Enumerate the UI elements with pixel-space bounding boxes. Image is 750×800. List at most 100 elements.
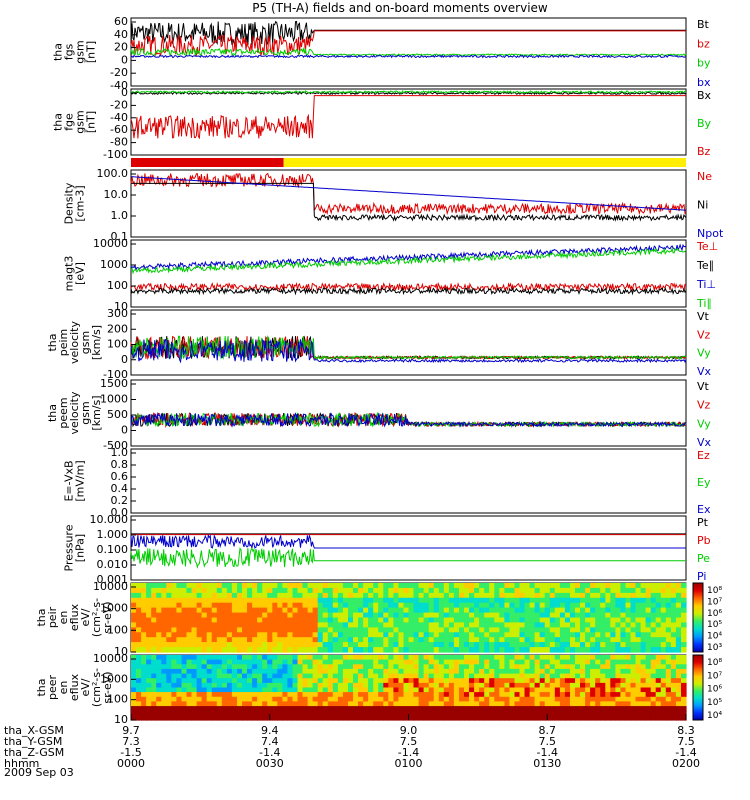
heatmap-cell — [242, 607, 248, 614]
heatmap-cell — [595, 622, 601, 628]
heatmap-cell — [534, 659, 541, 665]
heatmap-cell — [332, 587, 339, 594]
heatmap-cell — [221, 587, 228, 594]
heatmap-cell — [297, 692, 304, 698]
heatmap-cell — [332, 622, 339, 628]
heatmap-cell — [373, 664, 379, 670]
heatmap-cell — [575, 597, 581, 604]
heatmap-cell — [453, 637, 460, 643]
heatmap-cell — [378, 597, 384, 604]
heatmap-cell — [453, 692, 460, 698]
legend-Vt: Vt — [697, 380, 710, 393]
heatmap-cell — [267, 692, 273, 698]
heatmap-cell — [247, 664, 253, 670]
heatmap-cell — [681, 692, 687, 698]
heatmap-cell — [257, 696, 263, 702]
heatmap-cell — [660, 706, 667, 712]
heatmap-cell — [681, 682, 687, 689]
heatmap-cell — [600, 642, 606, 648]
heatmap-cell — [151, 678, 157, 684]
heatmap-cell — [161, 678, 167, 684]
heatmap-cell — [201, 673, 208, 679]
heatmap-cell — [277, 632, 283, 638]
heatmap-cell — [302, 583, 309, 589]
heatmap-cell — [383, 617, 389, 623]
heatmap-cell — [554, 701, 561, 707]
heatmap-cell — [146, 642, 152, 648]
heatmap-cell — [353, 637, 359, 643]
heatmap-cell — [665, 587, 672, 594]
heatmap-cell — [640, 642, 647, 648]
heatmap-cell — [247, 612, 253, 619]
heatmap-cell — [580, 637, 586, 643]
heatmap-cell — [332, 655, 339, 661]
heatmap-cell — [151, 692, 157, 698]
heatmap-cell — [564, 668, 571, 675]
heatmap-cell — [373, 607, 379, 614]
heatmap-cell — [620, 668, 626, 675]
heatmap-cell — [242, 612, 248, 619]
heatmap-cell — [474, 632, 480, 638]
heatmap-cell — [363, 583, 369, 589]
heatmap-cell — [418, 647, 425, 653]
heatmap-cell — [181, 642, 188, 648]
ytick-label: 1000 — [100, 672, 128, 685]
ylabel-line: sr-eV) — [101, 601, 114, 633]
heatmap-cell — [226, 673, 233, 679]
heatmap-cell — [332, 664, 339, 670]
heatmap-cell — [221, 655, 228, 661]
heatmap-cell — [237, 637, 243, 643]
heatmap-cell — [504, 642, 510, 648]
heatmap-cell — [363, 592, 369, 599]
heatmap-cell — [221, 678, 228, 684]
heatmap-cell — [544, 664, 551, 670]
heatmap-cell — [151, 617, 157, 623]
heatmap-cell — [514, 637, 521, 643]
heatmap-cell — [342, 701, 349, 707]
heatmap-cell — [277, 592, 283, 599]
heatmap-cell — [605, 597, 611, 604]
heatmap-cell — [570, 673, 576, 679]
heatmap-cell — [262, 706, 268, 712]
heatmap-cell — [479, 673, 485, 679]
heatmap-cell — [494, 627, 500, 633]
heatmap-cell — [237, 701, 243, 707]
xaxis-value: 0000 — [117, 757, 145, 770]
heatmap-cell — [287, 597, 293, 604]
heatmap-cell — [358, 673, 364, 679]
heatmap-cell — [327, 607, 334, 614]
ytick-label: 1000 — [100, 258, 128, 271]
heatmap-cell — [630, 682, 637, 689]
heatmap-cell — [610, 637, 616, 643]
heatmap-cell — [474, 706, 480, 712]
heatmap-cell — [524, 673, 531, 679]
heatmap-cell — [448, 710, 455, 716]
heatmap-cell — [428, 696, 435, 702]
heatmap-cell — [373, 612, 379, 619]
heatmap-cell — [388, 607, 394, 614]
heatmap-cell — [282, 632, 288, 638]
heatmap-cell — [595, 678, 601, 684]
heatmap-cell — [166, 617, 172, 623]
heatmap-cell — [625, 710, 632, 716]
heatmap-cell — [282, 668, 288, 675]
heatmap-cell — [418, 706, 425, 712]
heatmap-cell — [302, 696, 309, 702]
heatmap-cell — [307, 696, 314, 702]
heatmap-cell — [670, 692, 677, 698]
heatmap-cell — [312, 701, 319, 707]
heatmap-cell — [459, 632, 465, 638]
heatmap-cell — [388, 706, 394, 712]
heatmap-cell — [625, 602, 632, 609]
heatmap-cell — [171, 655, 177, 661]
heatmap-cell — [464, 627, 470, 633]
heatmap-cell — [211, 668, 218, 675]
heatmap-cell — [595, 706, 601, 712]
heatmap-cell — [302, 673, 309, 679]
heatmap-cell — [484, 682, 490, 689]
heatmap-cell — [675, 597, 682, 604]
heatmap-cell — [650, 627, 657, 633]
heatmap-cell — [504, 597, 510, 604]
heatmap-cell — [226, 587, 233, 594]
heatmap-cell — [413, 696, 420, 702]
